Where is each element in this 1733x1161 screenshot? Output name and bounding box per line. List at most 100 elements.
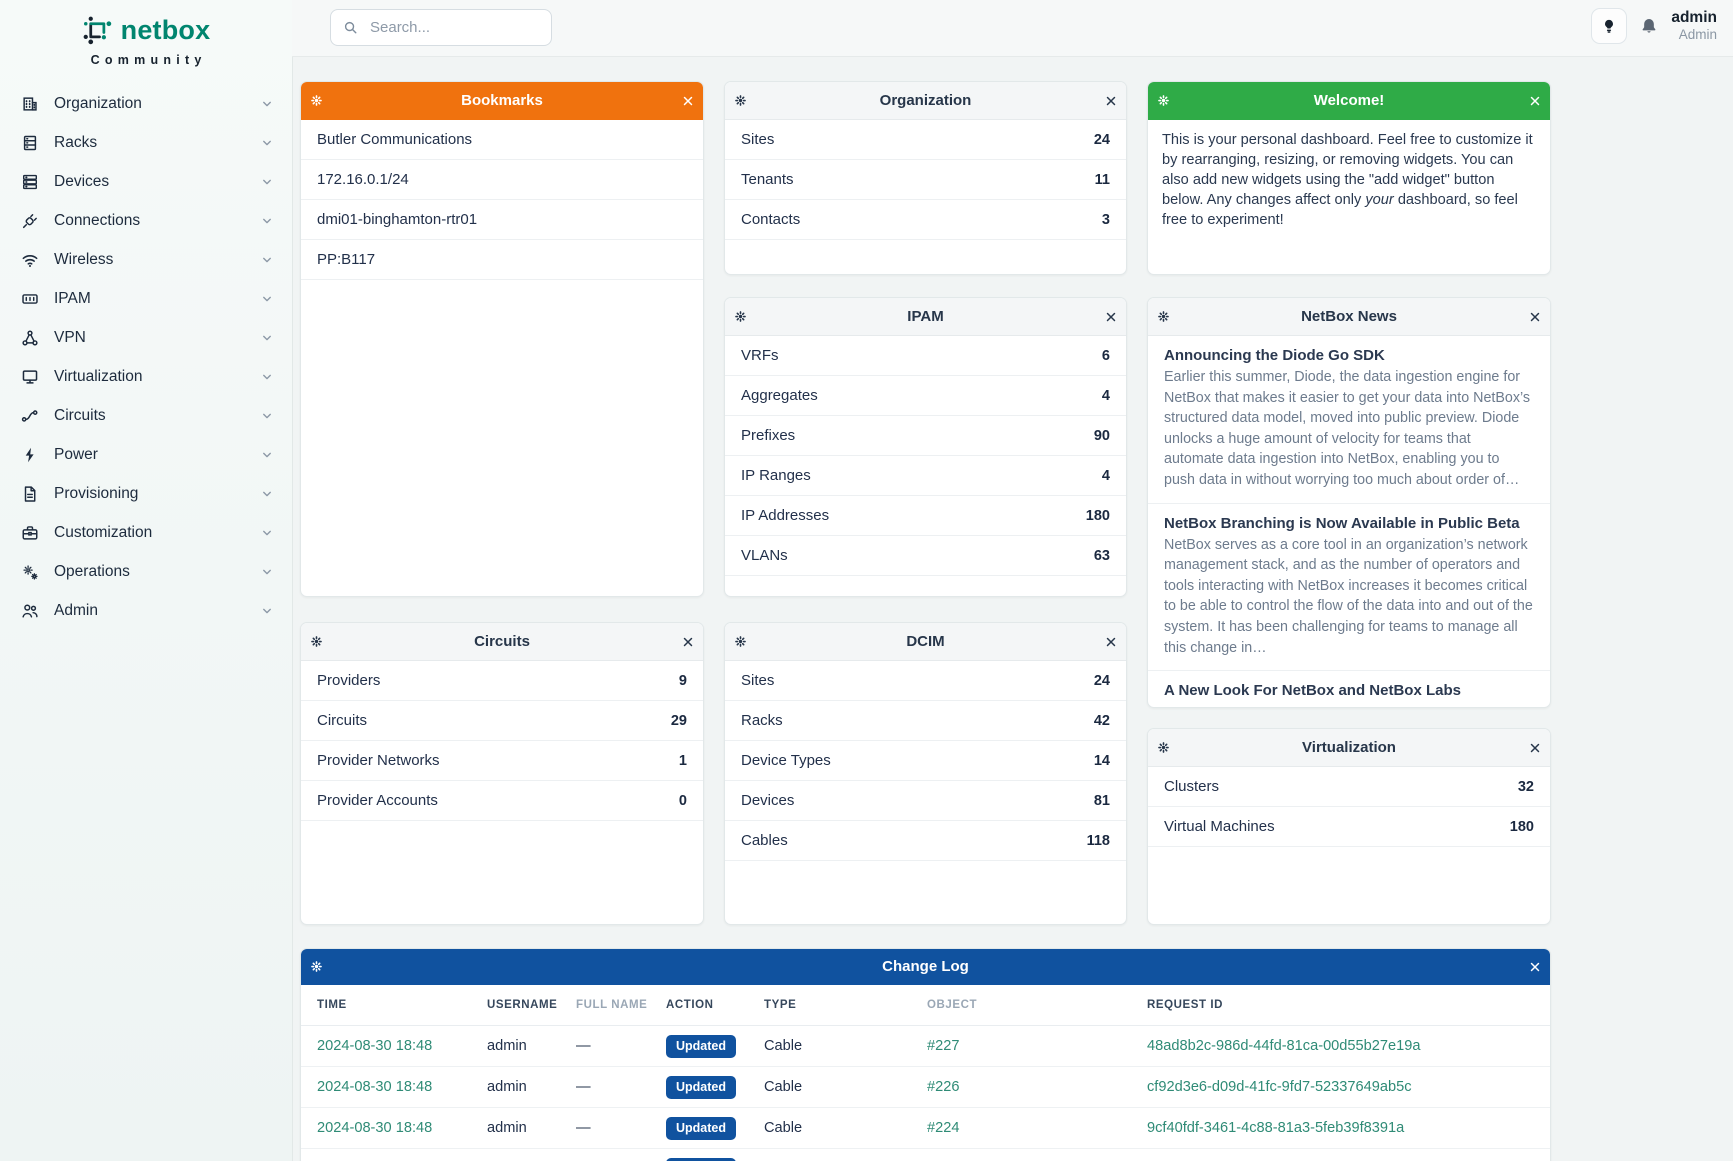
changelog-object-link[interactable]: #224 <box>927 1120 960 1136</box>
changelog-column-header[interactable]: TYPE <box>764 985 927 1026</box>
sidebar-item-circuits[interactable]: Circuits <box>0 396 292 435</box>
stat-row[interactable]: Virtual Machines 180 <box>1148 807 1550 847</box>
changelog-time-link[interactable]: 2024-08-30 18:48 <box>317 1038 433 1054</box>
bookmark-item[interactable]: Butler Communications <box>301 120 703 160</box>
changelog-column-header[interactable]: ACTION <box>666 985 764 1026</box>
nav-item-icon <box>22 174 38 189</box>
widget-close-icon[interactable] <box>673 82 703 119</box>
action-badge[interactable]: Updated <box>666 1034 736 1058</box>
stat-row[interactable]: Clusters 32 <box>1148 767 1550 807</box>
stat-row[interactable]: Circuits 29 <box>301 701 703 741</box>
sidebar-item-virtualization[interactable]: Virtualization <box>0 357 292 396</box>
stat-row[interactable]: Provider Networks 1 <box>301 741 703 781</box>
widget-config-icon[interactable] <box>301 949 331 985</box>
changelog-column-header[interactable]: REQUEST ID <box>1147 985 1550 1026</box>
chevron-down-icon <box>263 257 271 262</box>
nav-item-icon <box>23 564 38 580</box>
netbox-logo[interactable]: netbox <box>0 0 292 47</box>
changelog-table: TIME USERNAME FULL NAME ACTION TYPE OBJE… <box>301 985 1550 1161</box>
widget-close-icon[interactable] <box>1520 82 1550 119</box>
sidebar-item-connections[interactable]: Connections <box>0 201 292 240</box>
widget-close-icon[interactable] <box>1520 729 1550 766</box>
sidebar-item-customization[interactable]: Customization <box>0 513 292 552</box>
nav-item-icon <box>22 604 38 618</box>
bookmark-item[interactable]: dmi01-binghamton-rtr01 <box>301 200 703 240</box>
sidebar-item-racks[interactable]: Racks <box>0 123 292 162</box>
changelog-column-header[interactable]: FULL NAME <box>576 985 666 1026</box>
stat-row[interactable]: Aggregates 4 <box>725 376 1126 416</box>
stat-row[interactable]: Contacts 3 <box>725 200 1126 240</box>
stat-row[interactable]: Devices 81 <box>725 781 1126 821</box>
changelog-request-id-link[interactable]: cf92d3e6-d09d-41fc-9fd7-52337649ab5c <box>1147 1079 1412 1095</box>
stat-row[interactable]: Tenants 11 <box>725 160 1126 200</box>
action-badge[interactable]: Updated <box>666 1116 736 1140</box>
user-menu[interactable]: admin Admin <box>1671 9 1717 42</box>
widget-config-icon[interactable] <box>1148 82 1178 119</box>
changelog-widget-header: Change Log <box>301 949 1550 985</box>
changelog-request-id-link[interactable]: 48ad8b2c-986d-44fd-81ca-00d55b27e19a <box>1147 1038 1421 1054</box>
action-badge[interactable]: Updated <box>666 1075 736 1099</box>
widget-config-icon[interactable] <box>725 298 755 335</box>
changelog-fullname: — <box>576 1148 666 1161</box>
stat-row[interactable]: Prefixes 90 <box>725 416 1126 456</box>
widget-config-icon[interactable] <box>725 623 755 660</box>
widget-config-icon[interactable] <box>301 82 331 119</box>
stat-row[interactable]: VLANs 63 <box>725 536 1126 576</box>
stat-row[interactable]: Providers 9 <box>301 661 703 701</box>
stat-row[interactable]: Sites 24 <box>725 661 1126 701</box>
changelog-column-header[interactable]: USERNAME <box>487 985 576 1026</box>
sidebar-item-operations[interactable]: Operations <box>0 552 292 591</box>
stat-row[interactable]: Sites 24 <box>725 120 1126 160</box>
nav-item-icon <box>22 254 38 268</box>
nav-item-icon <box>22 525 38 540</box>
widget-config-icon[interactable] <box>725 82 755 119</box>
widget-close-icon[interactable] <box>1096 623 1126 660</box>
widget-close-icon[interactable] <box>673 623 703 660</box>
sidebar-item-vpn[interactable]: VPN <box>0 318 292 357</box>
stat-row[interactable]: IP Ranges 4 <box>725 456 1126 496</box>
sidebar-item-admin[interactable]: Admin <box>0 591 292 630</box>
changelog-request-id-link[interactable]: 9cf40fdf-3461-4c88-81a3-5feb39f8391a <box>1147 1120 1405 1136</box>
stat-row[interactable]: VRFs 6 <box>725 336 1126 376</box>
widget-config-icon[interactable] <box>301 623 331 660</box>
changelog-object-link[interactable]: #226 <box>927 1079 960 1095</box>
changelog-column-header[interactable]: TIME <box>301 985 487 1026</box>
news-article: Announcing the Diode Go SDK Earlier this… <box>1148 336 1550 503</box>
sidebar-item-provisioning[interactable]: Provisioning <box>0 474 292 513</box>
news-headline-link[interactable]: A New Look For NetBox and NetBox Labs <box>1164 682 1461 700</box>
notifications-button[interactable] <box>1640 17 1658 35</box>
chevron-down-icon <box>263 296 271 301</box>
stat-row[interactable]: Cables 118 <box>725 821 1126 861</box>
changelog-object-link[interactable]: #227 <box>927 1038 960 1054</box>
search-icon <box>344 21 357 34</box>
changelog-type: Cable <box>764 1025 927 1067</box>
widget-config-icon[interactable] <box>1148 729 1178 766</box>
stat-row[interactable]: Racks 42 <box>725 701 1126 741</box>
changelog-time-link[interactable]: 2024-08-30 18:48 <box>317 1120 433 1136</box>
widget-config-icon[interactable] <box>1148 298 1178 335</box>
action-badge[interactable]: Updated <box>666 1157 736 1161</box>
bookmark-item[interactable]: PP:B117 <box>301 240 703 280</box>
search-input[interactable] <box>368 18 522 37</box>
sidebar-item-ipam[interactable]: IPAM <box>0 279 292 318</box>
widget-close-icon[interactable] <box>1096 82 1126 119</box>
bookmark-item[interactable]: 172.16.0.1/24 <box>301 160 703 200</box>
sidebar-item-wireless[interactable]: Wireless <box>0 240 292 279</box>
news-widget: NetBox News Announcing the Diode Go SDK … <box>1147 297 1551 708</box>
stat-row[interactable]: Device Types 14 <box>725 741 1126 781</box>
changelog-column-header[interactable]: OBJECT <box>927 985 1147 1026</box>
user-role: Admin <box>1678 27 1717 43</box>
widget-close-icon[interactable] <box>1520 298 1550 335</box>
sidebar-item-power[interactable]: Power <box>0 435 292 474</box>
widget-close-icon[interactable] <box>1520 949 1550 985</box>
stat-row[interactable]: IP Addresses 180 <box>725 496 1126 536</box>
sidebar-item-devices[interactable]: Devices <box>0 162 292 201</box>
news-headline-link[interactable]: Announcing the Diode Go SDK <box>1164 347 1385 364</box>
news-headline-link[interactable]: NetBox Branching is Now Available in Pub… <box>1164 514 1520 532</box>
theme-toggle-button[interactable] <box>1591 8 1628 44</box>
widget-close-icon[interactable] <box>1096 298 1126 335</box>
sidebar: netbox Community Organization Racks <box>0 0 293 1161</box>
sidebar-item-organization[interactable]: Organization <box>0 84 292 123</box>
changelog-time-link[interactable]: 2024-08-30 18:48 <box>317 1079 433 1095</box>
stat-row[interactable]: Provider Accounts 0 <box>301 781 703 821</box>
